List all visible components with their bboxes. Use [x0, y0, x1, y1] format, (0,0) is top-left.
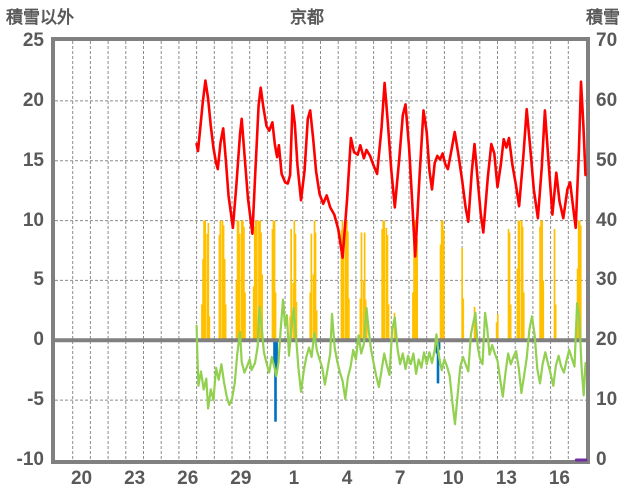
y-left-tick-label: 20: [22, 89, 44, 111]
y-right-tick-label: 60: [596, 89, 618, 111]
x-tick-label: 10: [442, 468, 464, 489]
x-tick-label: 16: [548, 468, 570, 489]
x-tick-label: 1: [288, 468, 300, 489]
y-right-tick-label: 10: [596, 389, 618, 411]
y-left-tick-label: 25: [22, 30, 44, 51]
y-right-tick-label: 20: [596, 329, 618, 351]
chart-title: 京都: [290, 8, 324, 27]
x-tick-label: 26: [177, 468, 199, 489]
y-left-tick-label: 10: [22, 209, 44, 231]
y-left-tick-label: -10: [16, 449, 44, 470]
x-tick-label: 29: [230, 468, 252, 489]
x-tick-label: 23: [124, 468, 146, 489]
x-tick-label: 4: [341, 468, 353, 489]
y-right-tick-label: 0: [596, 449, 607, 470]
right-axis-title: 積雪: [586, 8, 620, 27]
x-tick-label: 13: [495, 468, 517, 489]
y-left-tick-label: 5: [33, 269, 44, 291]
y-right-tick-label: 70: [596, 30, 618, 51]
left-axis-title: 積雪以外: [6, 8, 74, 27]
y-left-tick-label: 0: [33, 329, 44, 351]
x-tick-label: 20: [70, 468, 93, 489]
y-right-tick-label: 30: [596, 269, 618, 291]
y-right-tick-label: 40: [596, 209, 618, 231]
x-tick-label: 7: [394, 468, 406, 489]
y-left-tick-label: -5: [27, 389, 44, 411]
y-right-tick-label: 50: [596, 149, 618, 171]
y-left-tick-label: 15: [22, 149, 44, 171]
